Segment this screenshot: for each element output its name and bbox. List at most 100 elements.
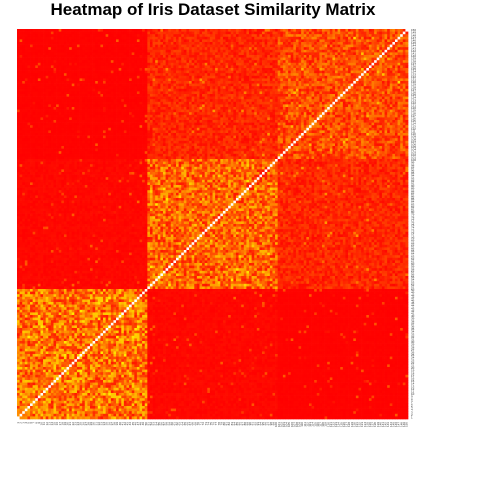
heatmap-cell [181,50,184,53]
heatmap-cell [61,65,64,68]
heatmap-cell [140,76,143,79]
heatmap-cell [108,115,111,118]
heatmap-cell [280,32,283,35]
heatmap-cell [265,86,268,89]
heatmap-cell [400,84,403,87]
heatmap-cell [74,55,77,58]
heatmap-cell [202,76,205,79]
heatmap-cell [366,84,369,87]
heatmap-cell [210,37,213,40]
heatmap-cell [358,89,361,92]
heatmap-cell [267,99,270,102]
heatmap-cell [327,110,330,113]
heatmap-cell [59,47,62,50]
heatmap-cell [332,73,335,76]
heatmap-cell [379,86,382,89]
heatmap-cell [382,71,385,74]
heatmap-cell [85,63,88,66]
heatmap-cell [259,32,262,35]
heatmap-cell [22,84,25,87]
heatmap-cell [147,47,150,50]
heatmap-cell [98,65,101,68]
heatmap-cell [215,32,218,35]
heatmap-cell [314,45,317,48]
heatmap-cell [317,104,320,107]
heatmap-cell [85,115,88,118]
heatmap-cell [231,81,234,84]
heatmap-cell [53,60,56,63]
heatmap-cell [46,50,49,53]
heatmap-cell [69,84,72,87]
heatmap-cell [20,110,23,113]
heatmap-cell [38,29,41,32]
heatmap-cell [43,39,46,42]
heatmap-cell [158,78,161,81]
heatmap-cell [226,45,229,48]
heatmap-cell [163,104,166,107]
heatmap-cell [343,29,346,32]
heatmap-cell [126,55,129,58]
heatmap-cell [160,60,163,63]
heatmap-cell [116,97,119,100]
heatmap-cell [379,55,382,58]
heatmap-cell [330,76,333,79]
heatmap-cell [314,32,317,35]
heatmap-cell [213,63,216,66]
heatmap-cell [59,37,62,40]
heatmap-cell [385,55,388,58]
heatmap-cell [95,94,98,97]
heatmap-cell [293,42,296,45]
heatmap-cell [400,34,403,37]
heatmap-cell [233,104,236,107]
heatmap-cell [275,71,278,74]
heatmap-cell [291,107,294,110]
heatmap-cell [126,32,129,35]
heatmap-cell [147,84,150,87]
heatmap-cell [353,97,356,100]
heatmap-cell [236,65,239,68]
heatmap-cell [340,97,343,100]
heatmap-cell [153,104,156,107]
heatmap-cell [192,89,195,92]
heatmap-cell [220,99,223,102]
heatmap-cell [338,112,341,115]
heatmap-cell [85,45,88,48]
heatmap-cell [403,73,406,76]
heatmap-cell [186,47,189,50]
heatmap-cell [202,34,205,37]
heatmap-cell [205,102,208,105]
heatmap-cell [171,102,174,105]
heatmap-cell [199,50,202,53]
heatmap-cell [296,86,299,89]
heatmap-cell [189,84,192,87]
heatmap-cell [173,86,176,89]
heatmap-cell [348,68,351,71]
heatmap-cell [390,68,393,71]
heatmap-cell [119,32,122,35]
heatmap-cell [202,91,205,94]
heatmap-cell [74,58,77,61]
heatmap-cell [395,37,398,40]
heatmap-cell [296,37,299,40]
heatmap-cell [259,76,262,79]
heatmap-cell [372,110,375,113]
heatmap-cell [140,102,143,105]
heatmap-cell [239,29,242,32]
heatmap-cell [358,102,361,105]
heatmap-cell [168,42,171,45]
heatmap-cell [369,32,372,35]
heatmap-cell [278,52,281,55]
heatmap-cell [372,50,375,53]
heatmap-cell [168,112,171,115]
heatmap-cell [129,42,132,45]
heatmap-cell [233,60,236,63]
heatmap-cell [299,65,302,68]
heatmap-cell [205,32,208,35]
heatmap-cell [223,60,226,63]
heatmap-cell [246,68,249,71]
heatmap-cell [20,47,23,50]
heatmap-cell [108,42,111,45]
heatmap-cell [116,63,119,66]
heatmap-cell [275,81,278,84]
heatmap-cell [338,110,341,113]
